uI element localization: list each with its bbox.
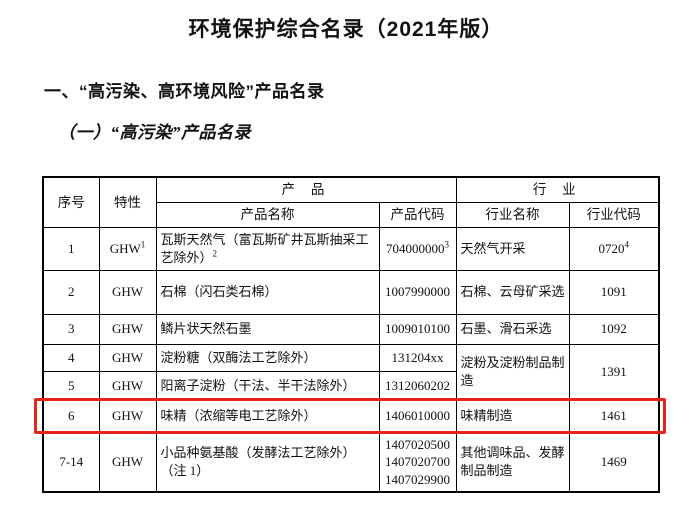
cell-product-name: 瓦斯天然气（富瓦斯矿井瓦斯抽采工艺除外）2	[155, 227, 380, 271]
cell-industry-name: 石墨、滑石采选	[455, 313, 570, 345]
cell-index: 3	[42, 313, 100, 345]
cell-product-name-text: 瓦斯天然气（富瓦斯矿井瓦斯抽采工艺除外）	[160, 232, 369, 265]
table-row: 5 GHW 阳离子淀粉（干法、半干法除外） 1312060202	[42, 370, 659, 401]
cell-industry-code: 1091	[568, 269, 660, 315]
cell-industry-code: 07204	[568, 227, 660, 271]
cell-industry-code: 1391	[568, 343, 660, 401]
cell-property: GHW	[98, 313, 157, 345]
table-header-sub-row: 产品名称 产品代码 行业名称 行业代码	[43, 202, 660, 229]
cell-index: 2	[42, 269, 100, 315]
table-head: 序号 特性 产 品 行 业 产品名称 产品代码 行业名称 行业代码	[42, 176, 660, 229]
cell-product-code-text: 704000000	[386, 241, 445, 257]
cell-industry-code: 1461	[568, 399, 660, 433]
product-listing-table: 序号 特性 产 品 行 业 产品名称 产品代码 行业名称 行业代码 1 GHW1…	[42, 176, 661, 494]
cell-product-code: 7040000003	[378, 227, 457, 271]
footnote-marker: 2	[212, 248, 218, 259]
cell-index: 7-14	[42, 431, 100, 493]
cell-index: 4	[42, 343, 100, 372]
product-listing-table-wrapper: 序号 特性 产 品 行 业 产品名称 产品代码 行业名称 行业代码 1 GHW1…	[42, 176, 661, 494]
table-row: 2 GHW 石棉（闪石类石棉） 1007990000 石棉、云母矿采选 1091	[42, 269, 660, 315]
cell-industry-code-text: 0720	[598, 241, 625, 257]
cell-industry-name: 石棉、云母矿采选	[455, 269, 570, 315]
column-header-index: 序号	[42, 176, 100, 229]
table-body: 1 GHW1 瓦斯天然气（富瓦斯矿井瓦斯抽采工艺除外）2 7040000003 …	[42, 227, 660, 493]
cell-property: GHW	[98, 269, 157, 315]
cell-property: GHW	[98, 431, 157, 493]
cell-product-name: 小品种氨基酸（发酵法工艺除外）（注 1）	[155, 431, 380, 493]
cell-product-code: 1407020500 1407020700 1407029900	[378, 431, 457, 493]
group-header-industry: 行 业	[455, 176, 660, 204]
cell-product-name: 阳离子淀粉（干法、半干法除外）	[155, 370, 380, 401]
column-header-property: 特性	[98, 176, 157, 229]
footnote-marker: 1	[140, 239, 146, 250]
cell-product-code: 1312060202	[378, 370, 457, 401]
section-heading-1: 一、“高污染、高环境风险”产品名录	[44, 82, 325, 102]
cell-product-name: 味精（浓缩等电工艺除外）	[155, 399, 380, 433]
cell-property: GHW	[98, 399, 157, 433]
cell-product-code: 1007990000	[378, 269, 457, 315]
cell-property-text: GHW	[109, 241, 141, 257]
cell-product-name: 石棉（闪石类石棉）	[155, 269, 380, 315]
cell-industry-name: 天然气开采	[455, 227, 570, 271]
footnote-marker: 4	[624, 239, 630, 250]
cell-product-code: 1406010000	[378, 399, 457, 433]
cell-industry-code: 1469	[568, 431, 660, 493]
cell-property: GHW	[98, 343, 157, 372]
table-row: 3 GHW 鳞片状天然石墨 1009010100 石墨、滑石采选 1092	[42, 313, 660, 345]
section-heading-2: （一）“高污染”产品名录	[58, 123, 251, 143]
cell-property: GHW	[98, 370, 157, 401]
group-header-product: 产 品	[155, 176, 457, 204]
cell-index: 1	[42, 227, 100, 271]
cell-product-name: 淀粉糖（双酶法工艺除外）	[155, 343, 380, 372]
table-header-group-row: 序号 特性 产 品 行 业	[42, 176, 660, 229]
footnote-marker: 3	[444, 239, 450, 250]
table-row: 4 GHW 淀粉糖（双酶法工艺除外） 131204xx 淀粉及淀粉制品制造 13…	[42, 343, 660, 401]
cell-industry-name: 其他调味品、发酵制品制造	[455, 431, 570, 493]
cell-industry-code: 1092	[568, 313, 660, 345]
column-header-product-code: 产品代码	[378, 202, 457, 229]
page-title: 环境保护综合名录（2021年版）	[188, 18, 504, 41]
cell-product-code: 131204xx	[378, 343, 457, 372]
column-header-industry-name: 行业名称	[455, 202, 570, 229]
cell-product-code: 1009010100	[378, 313, 457, 345]
table-row-highlighted: 6 GHW 味精（浓缩等电工艺除外） 1406010000 味精制造 1461	[42, 399, 660, 433]
cell-index: 5	[42, 370, 100, 401]
cell-industry-name: 味精制造	[455, 399, 570, 433]
column-header-product-name: 产品名称	[155, 202, 380, 229]
table-row: 7-14 GHW 小品种氨基酸（发酵法工艺除外）（注 1） 1407020500…	[42, 431, 660, 493]
cell-property: GHW1	[98, 227, 157, 271]
cell-industry-name: 淀粉及淀粉制品制造	[455, 343, 570, 401]
table-row: 1 GHW1 瓦斯天然气（富瓦斯矿井瓦斯抽采工艺除外）2 7040000003 …	[42, 227, 660, 271]
cell-product-name: 鳞片状天然石墨	[155, 313, 380, 345]
column-header-industry-code: 行业代码	[568, 202, 660, 229]
cell-index: 6	[42, 399, 100, 433]
